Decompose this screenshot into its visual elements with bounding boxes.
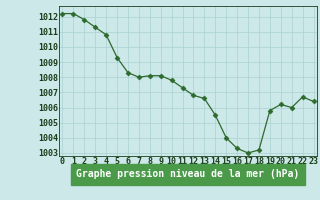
- X-axis label: Graphe pression niveau de la mer (hPa): Graphe pression niveau de la mer (hPa): [76, 169, 300, 179]
